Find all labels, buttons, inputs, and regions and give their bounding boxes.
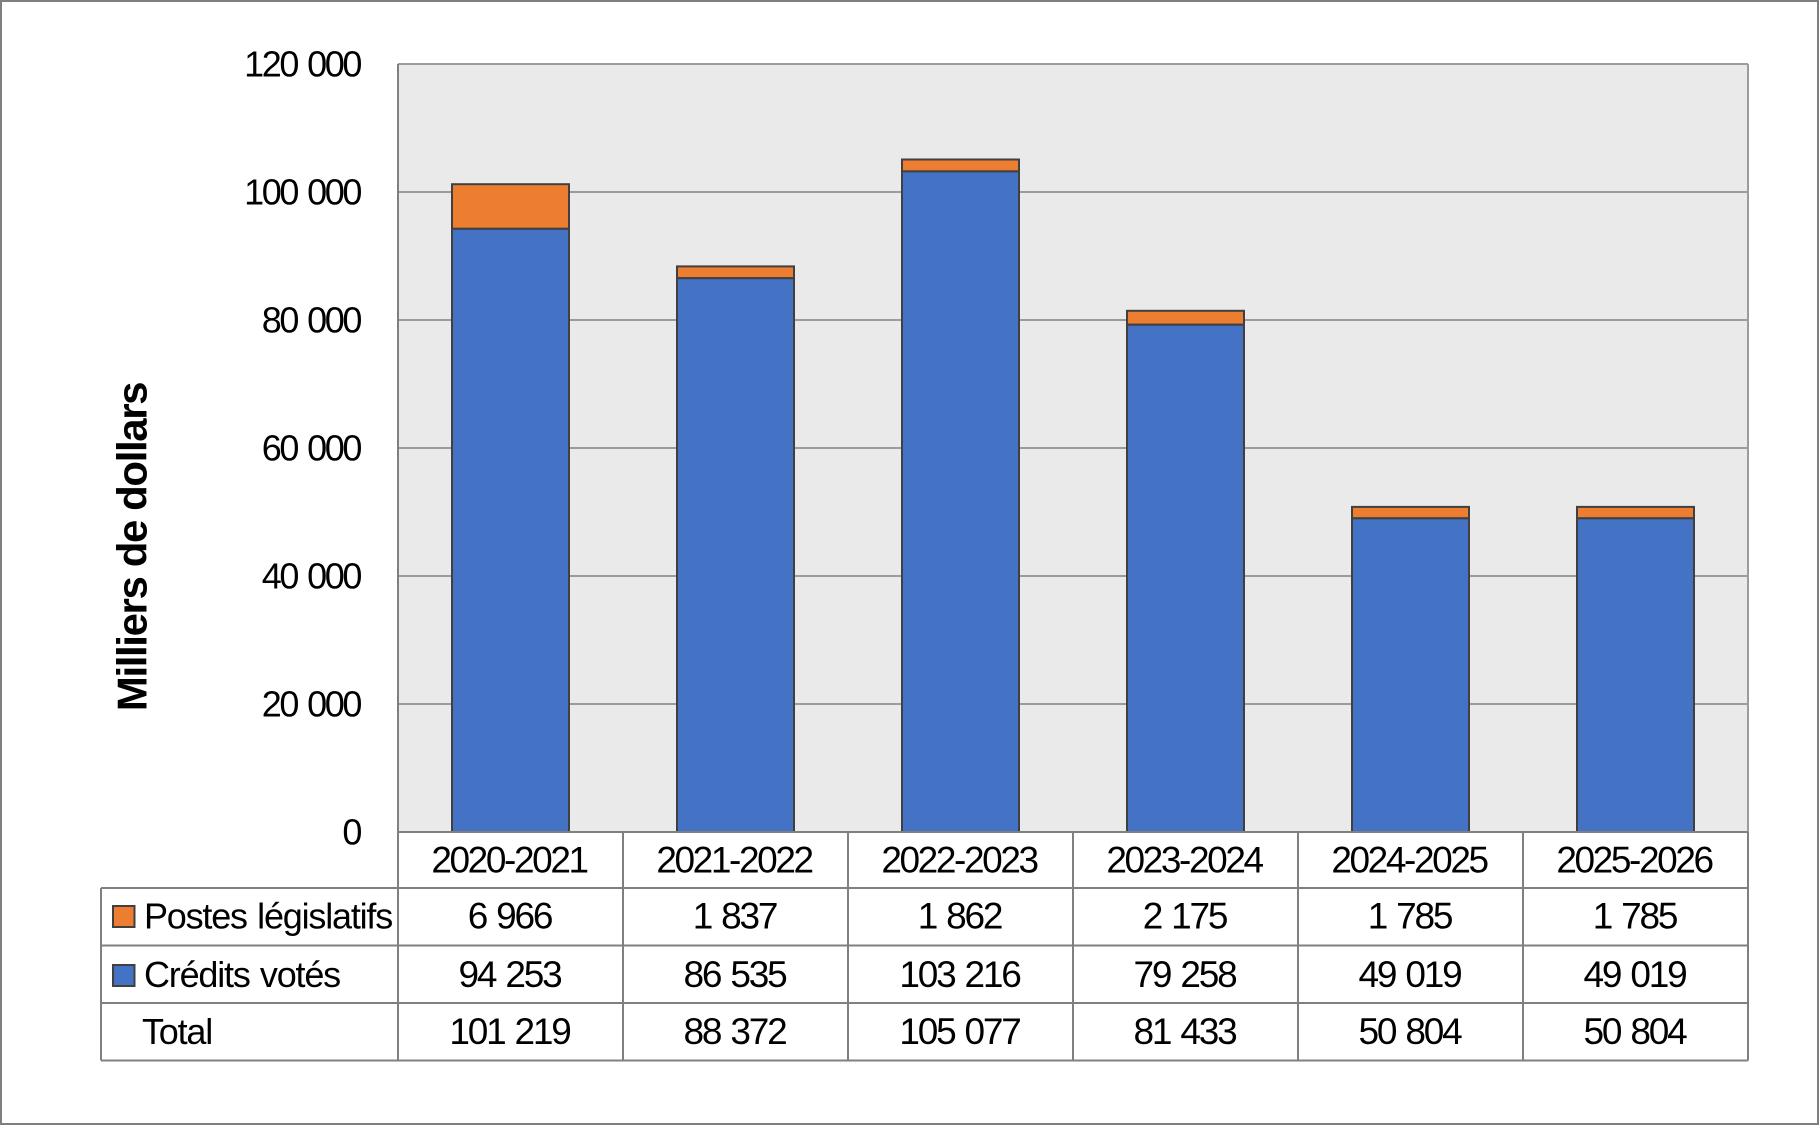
svg-text:2024-2025: 2024-2025 [1331, 840, 1488, 881]
svg-text:Total: Total [142, 1011, 212, 1052]
svg-text:1 785: 1 785 [1593, 896, 1678, 937]
svg-text:20 000: 20 000 [262, 684, 362, 725]
svg-text:2022-2023: 2022-2023 [881, 840, 1037, 881]
svg-text:105 077: 105 077 [899, 1011, 1020, 1052]
svg-text:Postes législatifs: Postes législatifs [144, 896, 392, 937]
svg-text:88 372: 88 372 [684, 1011, 787, 1052]
svg-text:81 433: 81 433 [1134, 1011, 1237, 1052]
svg-text:0: 0 [342, 812, 361, 853]
svg-text:2025-2026: 2025-2026 [1556, 840, 1712, 881]
svg-text:103 216: 103 216 [899, 954, 1020, 995]
svg-text:49 019: 49 019 [1359, 954, 1462, 995]
svg-text:2021-2022: 2021-2022 [656, 840, 812, 881]
svg-text:79 258: 79 258 [1134, 954, 1237, 995]
svg-text:2 175: 2 175 [1143, 896, 1228, 937]
svg-text:101 219: 101 219 [449, 1011, 570, 1052]
svg-text:50 804: 50 804 [1359, 1011, 1463, 1052]
svg-text:2023-2024: 2023-2024 [1106, 840, 1263, 881]
svg-text:86 535: 86 535 [684, 954, 788, 995]
svg-text:6 966: 6 966 [468, 896, 552, 937]
svg-text:120 000: 120 000 [244, 44, 361, 85]
svg-text:Crédits votés: Crédits votés [144, 954, 340, 995]
svg-text:60 000: 60 000 [262, 428, 362, 469]
svg-text:2020-2021: 2020-2021 [431, 840, 587, 881]
svg-text:40 000: 40 000 [262, 556, 362, 597]
svg-text:94 253: 94 253 [459, 954, 562, 995]
svg-text:50 804: 50 804 [1584, 1011, 1688, 1052]
svg-text:Milliers de dollars: Milliers de dollars [109, 383, 156, 711]
svg-text:1 837: 1 837 [693, 896, 777, 937]
svg-text:80 000: 80 000 [262, 300, 362, 341]
svg-text:49 019: 49 019 [1584, 954, 1687, 995]
svg-text:1 785: 1 785 [1368, 896, 1453, 937]
svg-text:100 000: 100 000 [244, 172, 361, 213]
svg-text:1 862: 1 862 [918, 896, 1002, 937]
